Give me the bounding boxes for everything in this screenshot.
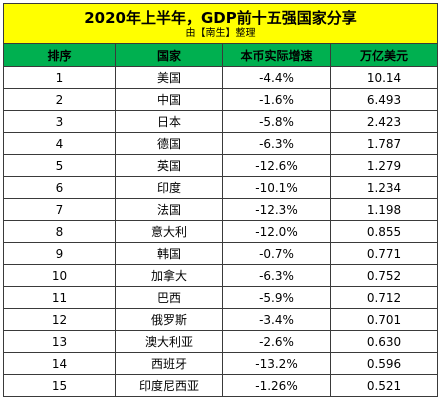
growth-cell: -5.8% (222, 110, 331, 133)
gdp-value-cell: 0.630 (329, 330, 439, 353)
country-cell: 西班牙 (115, 352, 223, 375)
rank-cell: 1 (3, 66, 116, 89)
gdp-value-cell: 10.14 (329, 66, 439, 89)
rank-cell: 4 (3, 132, 116, 155)
rank-cell: 3 (3, 110, 116, 133)
gdp-value-cell: 2.423 (329, 110, 439, 133)
rank-cell: 7 (3, 198, 116, 221)
growth-cell: -12.0% (222, 220, 331, 243)
header-rank: 排序 (3, 43, 116, 67)
table-row: 6 印度 -10.1% 1.234 (3, 176, 439, 199)
rank-cell: 15 (3, 374, 116, 397)
gdp-value-cell: 0.596 (329, 352, 439, 375)
gdp-value-cell: 1.279 (329, 154, 439, 177)
rank-cell: 12 (3, 308, 116, 331)
growth-cell: -6.3% (222, 132, 331, 155)
table-body: 1 美国 -4.4% 10.14 2 中国 -1.6% 6.493 3 日本 -5.8% 2.423 4… (3, 66, 439, 397)
header-gdp: 万亿美元 (329, 43, 439, 67)
growth-cell: -2.6% (222, 330, 331, 353)
gdp-value-cell: 6.493 (329, 88, 439, 111)
growth-cell: -4.4% (222, 66, 331, 89)
country-cell: 韩国 (115, 242, 223, 265)
country-cell: 巴西 (115, 286, 223, 309)
country-cell: 加拿大 (115, 264, 223, 287)
country-cell: 中国 (115, 88, 223, 111)
growth-cell: -13.2% (222, 352, 331, 375)
gdp-value-cell: 0.521 (329, 374, 439, 397)
table-row: 2 中国 -1.6% 6.493 (3, 88, 439, 111)
country-cell: 法国 (115, 198, 223, 221)
title-cell: 2020年上半年，GDP前十五强国家分享 由【南生】整理 (2, 3, 439, 44)
rank-cell: 2 (3, 88, 116, 111)
country-cell: 美国 (115, 66, 223, 89)
country-cell: 英国 (115, 154, 223, 177)
gdp-value-cell: 0.701 (329, 308, 439, 331)
table-subtitle: 由【南生】整理 (185, 28, 256, 39)
table-row: 11 巴西 -5.9% 0.712 (3, 286, 439, 309)
table-row: 4 德国 -6.3% 1.787 (3, 132, 439, 155)
table-row: 13 澳大利亚 -2.6% 0.630 (3, 330, 439, 353)
growth-cell: -3.4% (222, 308, 331, 331)
gdp-value-cell: 0.771 (329, 242, 439, 265)
growth-cell: -1.26% (222, 374, 331, 397)
table-row: 9 韩国 -0.7% 0.771 (3, 242, 439, 265)
country-cell: 印度尼西亚 (115, 374, 223, 397)
country-cell: 澳大利亚 (115, 330, 223, 353)
rank-cell: 14 (3, 352, 116, 375)
table-row: 10 加拿大 -6.3% 0.752 (3, 264, 439, 287)
country-cell: 意大利 (115, 220, 223, 243)
gdp-value-cell: 0.752 (329, 264, 439, 287)
table-row: 7 法国 -12.3% 1.198 (3, 198, 439, 221)
gdp-value-cell: 1.198 (329, 198, 439, 221)
gdp-value-cell: 0.712 (329, 286, 439, 309)
table-row: 1 美国 -4.4% 10.14 (3, 66, 439, 89)
table-row: 5 英国 -12.6% 1.279 (3, 154, 439, 177)
country-cell: 日本 (115, 110, 223, 133)
header-growth: 本币实际增速 (222, 43, 331, 67)
rank-cell: 8 (3, 220, 116, 243)
header-row: 排序 国家 本币实际增速 万亿美元 (3, 43, 439, 67)
rank-cell: 10 (3, 264, 116, 287)
rank-cell: 9 (3, 242, 116, 265)
rank-cell: 13 (3, 330, 116, 353)
header-country: 国家 (115, 43, 223, 67)
growth-cell: -5.9% (222, 286, 331, 309)
growth-cell: -12.6% (222, 154, 331, 177)
rank-cell: 6 (3, 176, 116, 199)
rank-cell: 11 (3, 286, 116, 309)
gdp-value-cell: 0.855 (329, 220, 439, 243)
table-row: 3 日本 -5.8% 2.423 (3, 110, 439, 133)
growth-cell: -10.1% (222, 176, 331, 199)
table-row: 14 西班牙 -13.2% 0.596 (3, 352, 439, 375)
country-cell: 俄罗斯 (115, 308, 223, 331)
country-cell: 德国 (115, 132, 223, 155)
growth-cell: -6.3% (222, 264, 331, 287)
rank-cell: 5 (3, 154, 116, 177)
table-row: 8 意大利 -12.0% 0.855 (3, 220, 439, 243)
growth-cell: -0.7% (222, 242, 331, 265)
table-row: 15 印度尼西亚 -1.26% 0.521 (3, 374, 439, 397)
gdp-value-cell: 1.234 (329, 176, 439, 199)
growth-cell: -12.3% (222, 198, 331, 221)
gdp-table: 2020年上半年，GDP前十五强国家分享 由【南生】整理 排序 国家 本币实际增… (2, 3, 439, 397)
table-row: 12 俄罗斯 -3.4% 0.701 (3, 308, 439, 331)
table-title: 2020年上半年，GDP前十五强国家分享 (84, 9, 357, 27)
country-cell: 印度 (115, 176, 223, 199)
gdp-value-cell: 1.787 (329, 132, 439, 155)
growth-cell: -1.6% (222, 88, 331, 111)
title-row: 2020年上半年，GDP前十五强国家分享 由【南生】整理 (2, 3, 439, 44)
